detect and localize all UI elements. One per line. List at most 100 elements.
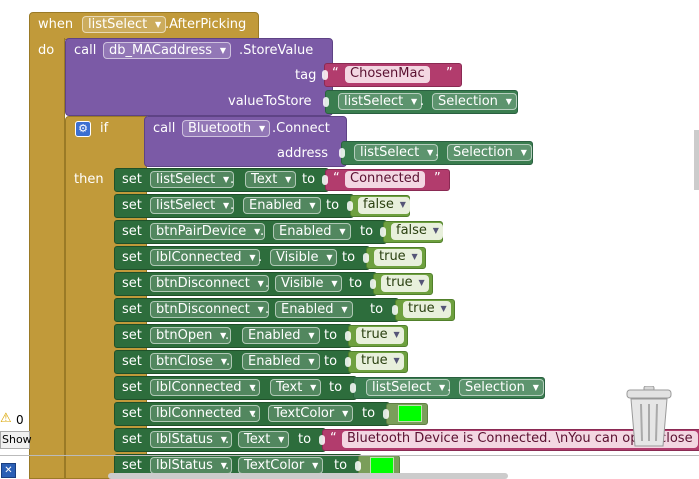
text-value[interactable]: Connected [345, 171, 426, 188]
workspace-border [0, 455, 699, 456]
warning-icon[interactable]: ⚠ [0, 411, 12, 426]
text-value[interactable]: Bluetooth Device is Connected. \nYou can… [342, 431, 698, 448]
boolean-dropdown[interactable]: true ▼ [356, 327, 404, 344]
getter-property-dropdown[interactable]: Selection ▼ [459, 379, 544, 396]
vts-property-dropdown[interactable]: Selection ▼ [432, 93, 517, 110]
setter-block[interactable] [114, 428, 326, 452]
quote-open-icon: “ [330, 431, 337, 446]
set-keyword: set [122, 250, 142, 265]
dot-separator: . [226, 354, 231, 369]
to-keyword: to [329, 380, 343, 395]
trash-icon[interactable] [624, 386, 674, 448]
chevron-down-icon: ▼ [310, 383, 317, 392]
chevron-down-icon: ▼ [312, 461, 319, 470]
input-connector [380, 227, 386, 237]
setter-property-dropdown[interactable]: Visible ▼ [270, 249, 338, 266]
boolean-dropdown[interactable]: false ▼ [358, 197, 410, 214]
setter-property-dropdown[interactable]: Enabled ▼ [242, 353, 320, 370]
storevalue-call-block[interactable] [65, 38, 333, 116]
input-connector [319, 435, 325, 445]
vts-component-dropdown[interactable]: listSelect ▼ [338, 93, 423, 110]
setter-property-dropdown[interactable]: Enabled ▼ [275, 301, 353, 318]
setter-component-dropdown[interactable]: btnClose ▼ [150, 353, 233, 370]
setter-property-name: TextColor [274, 406, 335, 421]
event-name: .AfterPicking [165, 17, 247, 32]
setter-component-name: lblStatus [156, 458, 213, 473]
setter-block[interactable] [114, 402, 390, 426]
store-component-dropdown[interactable]: db_MACaddress ▼ [103, 42, 232, 59]
setter-component-dropdown[interactable]: btnDisconnect ▼ [150, 301, 269, 318]
quote-close-icon: ” [434, 171, 441, 186]
input-connector [322, 175, 328, 185]
address-component-dropdown[interactable]: listSelect ▼ [354, 144, 439, 161]
chevron-down-icon: ▼ [326, 253, 333, 262]
boolean-dropdown[interactable]: true ▼ [374, 249, 422, 266]
setter-block[interactable] [114, 246, 370, 270]
gear-icon[interactable]: ⚙ [75, 121, 91, 137]
setter-property-dropdown[interactable]: Visible ▼ [275, 275, 343, 292]
to-keyword: to [334, 458, 348, 473]
chevron-down-icon: ▼ [342, 409, 349, 418]
boolean-dropdown[interactable]: false ▼ [391, 223, 443, 240]
to-keyword: to [298, 432, 312, 447]
boolean-dropdown[interactable]: true ▼ [403, 301, 451, 318]
to-keyword: to [349, 276, 363, 291]
set-keyword: set [122, 302, 142, 317]
address-label: address [277, 146, 329, 161]
setter-component-name: lblConnected [156, 250, 242, 265]
boolean-dropdown[interactable]: true ▼ [381, 275, 429, 292]
set-keyword: set [122, 458, 142, 473]
setter-block[interactable] [114, 376, 357, 400]
chevron-down-icon: ▼ [278, 435, 285, 444]
setter-property-dropdown[interactable]: Text ▼ [238, 431, 290, 448]
setter-property-dropdown[interactable]: Text ▼ [245, 171, 297, 188]
input-connector [350, 383, 356, 393]
setter-block[interactable] [114, 220, 387, 244]
setter-component-dropdown[interactable]: lblConnected ▼ [150, 379, 261, 396]
show-warnings-button[interactable]: Show [0, 431, 32, 449]
vertical-scrollbar[interactable] [694, 130, 699, 190]
setter-component-name: btnDisconnect [156, 302, 250, 317]
tag-text-value[interactable]: ChosenMac [345, 66, 430, 83]
color-swatch[interactable] [370, 457, 394, 474]
setter-component-dropdown[interactable]: lblConnected ▼ [150, 405, 261, 422]
color-swatch[interactable] [398, 405, 422, 422]
chevron-down-icon: ▼ [440, 304, 447, 313]
setter-property-name: Visible [281, 276, 324, 291]
setter-block[interactable] [114, 272, 377, 296]
setter-component-dropdown[interactable]: lblStatus ▼ [150, 457, 232, 474]
dot-separator: . [265, 276, 270, 291]
chevron-down-icon: ▼ [257, 279, 264, 288]
getter-component-dropdown[interactable]: listSelect ▼ [366, 379, 451, 396]
horizontal-scrollbar[interactable] [108, 473, 508, 479]
set-keyword: set [122, 432, 142, 447]
boolean-value: true [408, 301, 435, 316]
setter-component-dropdown[interactable]: btnDisconnect ▼ [150, 275, 269, 292]
setter-property-dropdown[interactable]: Enabled ▼ [243, 197, 321, 214]
address-property-dropdown[interactable]: Selection ▼ [447, 144, 532, 161]
call-keyword: call [153, 121, 176, 136]
setter-component-dropdown[interactable]: listSelect ▼ [150, 197, 235, 214]
setter-property-dropdown[interactable]: Text ▼ [270, 379, 322, 396]
input-connector [347, 201, 353, 211]
setter-property-name: Enabled [249, 198, 302, 213]
setter-component-dropdown[interactable]: lblStatus ▼ [150, 431, 232, 448]
setter-property-dropdown[interactable]: TextColor ▼ [268, 405, 354, 422]
setter-property-dropdown[interactable]: Enabled ▼ [273, 223, 351, 240]
setter-property-dropdown[interactable]: Enabled ▼ [242, 327, 320, 344]
setter-property-name: Text [251, 172, 278, 187]
bluetooth-connect-block[interactable] [144, 116, 347, 167]
setter-component-dropdown[interactable]: btnPairDevice ▼ [150, 223, 266, 240]
dot-separator: . [435, 145, 440, 160]
connect-component-dropdown[interactable]: Bluetooth ▼ [182, 120, 271, 137]
boolean-dropdown[interactable]: true ▼ [356, 353, 404, 370]
input-connector [339, 148, 345, 158]
event-component-dropdown[interactable]: listSelect ▼ [82, 16, 167, 33]
setter-component-dropdown[interactable]: btnOpen ▼ [150, 327, 232, 344]
setter-property-dropdown[interactable]: TextColor ▼ [238, 457, 324, 474]
setter-component-dropdown[interactable]: listSelect ▼ [150, 171, 235, 188]
chevron-down-icon: ▼ [155, 20, 162, 29]
close-icon[interactable]: ✕ [1, 463, 16, 478]
chevron-down-icon: ▼ [249, 383, 256, 392]
setter-component-dropdown[interactable]: lblConnected ▼ [150, 249, 261, 266]
